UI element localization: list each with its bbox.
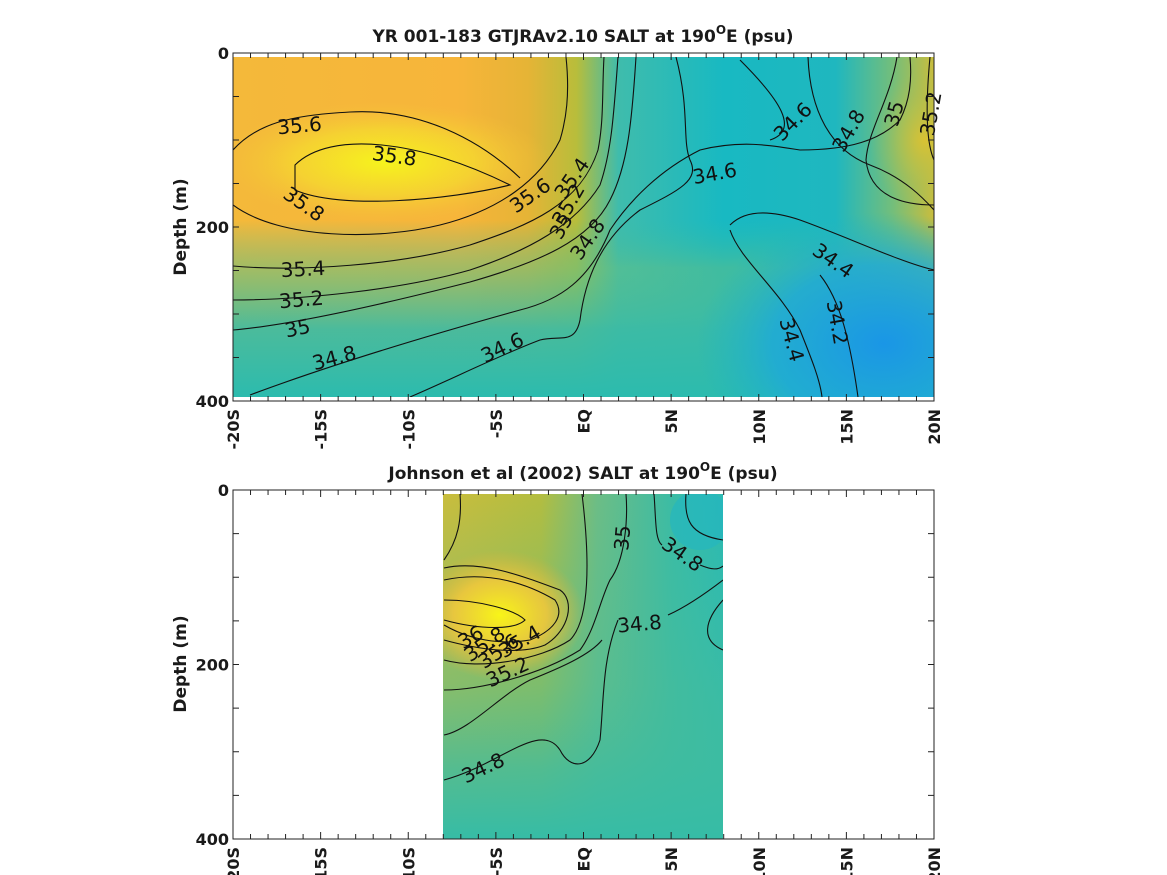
contour-label: 35 [283, 314, 313, 343]
x-tick-label: 5N [662, 409, 681, 434]
y-tick-label: 0 [218, 481, 229, 500]
ticks-panel-1: -20S -15S -10S -5S EQ 5N 10N 15N 20N 0 200 400 [196, 44, 944, 449]
y-tick-label: 400 [196, 392, 229, 411]
y-tick-label: 400 [196, 830, 229, 849]
ticks-panel-2: -20S -15S -10S -5S EQ 5N 10N 15N 20N 0 200 400 [196, 481, 944, 875]
x-tick-label: 10N [750, 847, 769, 875]
contour-label: 35.4 [280, 256, 326, 282]
contour-label: 34.8 [616, 610, 662, 638]
y-tick-label: 200 [196, 656, 229, 675]
x-tick-label: -15S [312, 847, 331, 875]
salinity-field-panel-2 [443, 494, 723, 839]
x-tick-label: EQ [575, 847, 594, 872]
contour-lines-panel-2 [443, 494, 723, 781]
title-panel-1: YR 001-183 GTJRAv2.10 SALT at 190OE (psu… [371, 23, 793, 47]
x-tick-label: 10N [750, 409, 769, 445]
y-tick-label: 0 [218, 44, 229, 63]
x-tick-label: 15N [837, 409, 856, 445]
x-tick-label: -15S [312, 409, 331, 449]
x-tick-label: -5S [487, 847, 506, 875]
x-tick-label: 15N [837, 847, 856, 875]
x-tick-label: -10S [399, 409, 418, 449]
ylabel-panel-2: Depth (m) [171, 615, 191, 712]
title-panel-2: Johnson et al (2002) SALT at 190OE (psu) [387, 460, 777, 484]
ylabel-panel-1: Depth (m) [171, 178, 191, 275]
x-tick-label: -5S [487, 409, 506, 438]
x-tick-label: 5N [662, 847, 681, 872]
contour-label: 35.6 [276, 112, 322, 140]
x-tick-label: EQ [575, 409, 594, 434]
x-tick-label: 20N [925, 847, 944, 875]
contour-label: 35 [609, 524, 635, 551]
contour-lines-panel-1 [233, 57, 934, 397]
x-tick-label: 20N [925, 409, 944, 445]
x-tick-label: -20S [224, 409, 243, 449]
x-tick-label: -20S [224, 847, 243, 875]
y-tick-label: 200 [196, 218, 229, 237]
x-tick-label: -10S [399, 847, 418, 875]
contour-label: 35.2 [278, 286, 324, 314]
